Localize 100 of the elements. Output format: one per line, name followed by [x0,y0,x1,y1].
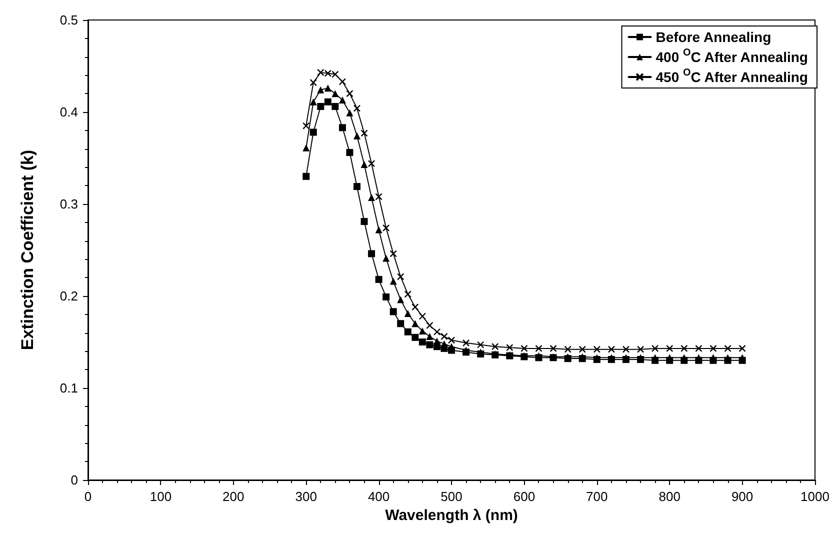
y-tick-label: 0.2 [60,288,78,304]
point [332,70,339,78]
x-tick-label: 800 [658,489,680,504]
point [397,320,404,328]
point [738,354,746,362]
point [375,276,382,283]
point [418,327,426,334]
point [317,102,324,110]
point [535,344,542,352]
x-tick-label: 400 [368,489,390,504]
point [368,160,376,168]
point [564,346,572,353]
x-tick-label: 0 [84,489,92,504]
point [317,86,324,94]
point [346,109,354,116]
legend-label: Before Annealing [656,29,772,45]
x-tick-label: 300 [295,489,317,504]
point [550,344,557,352]
point [338,78,346,86]
point [310,78,317,86]
point [666,344,674,352]
point [608,346,616,353]
point [375,226,382,234]
point [520,344,528,352]
point [324,84,332,92]
point [324,98,332,106]
point [317,68,324,76]
y-tick-label: 0.3 [60,196,78,212]
point [360,160,368,168]
point [418,338,426,346]
point [433,328,441,336]
point [433,338,440,345]
x-tick-label: 100 [150,489,172,504]
y-tick-label: 0.5 [60,12,78,28]
y-axis-title: Extinction Coefficient (k) [18,150,37,350]
point [462,339,470,347]
point [382,224,390,232]
point [397,273,404,280]
point [440,332,448,340]
point [382,293,390,300]
point [622,346,630,353]
point [310,98,317,106]
point [353,183,360,190]
point [593,346,600,353]
point [353,104,361,112]
point [476,341,484,348]
point [390,278,397,285]
point [440,340,448,348]
point [680,354,688,362]
point [332,102,339,110]
point [492,343,499,350]
point [666,354,674,362]
x-tick-label: 700 [586,489,608,504]
point [426,332,434,340]
point [346,90,354,98]
point [382,254,390,262]
point [506,344,514,352]
y-tick-label: 0 [70,472,78,488]
y-tick-label: 0.4 [60,104,78,120]
point [412,303,419,311]
point [302,172,310,180]
point [390,308,397,316]
point [404,310,412,317]
point [368,250,376,258]
point [332,90,339,98]
y-tick-label: 0.1 [60,380,78,396]
x-tick-label: 1000 [800,489,830,504]
point [578,346,586,353]
point [390,250,397,258]
point [724,354,732,362]
point [346,148,354,156]
point [368,194,376,202]
point [404,290,412,298]
point [695,344,702,352]
point [375,193,382,200]
point [338,124,346,132]
point [324,70,332,77]
x-axis-title: Wavelength λ (nm) [385,506,518,524]
x-tick-label: 200 [222,489,244,504]
point [404,328,412,336]
x-tick-label: 900 [731,489,754,504]
point [738,344,746,352]
point [360,218,368,225]
point [426,322,434,330]
point [338,96,346,104]
x-tick-label: 500 [440,489,462,504]
point [448,336,456,344]
point [418,312,426,320]
point [680,344,688,352]
point [710,344,717,352]
point [710,354,717,362]
point [724,344,732,352]
point [302,144,310,152]
point [310,128,317,136]
point [360,130,368,137]
point [412,334,419,341]
point [426,341,434,348]
point [397,296,404,304]
point [302,122,310,130]
point [695,354,702,362]
